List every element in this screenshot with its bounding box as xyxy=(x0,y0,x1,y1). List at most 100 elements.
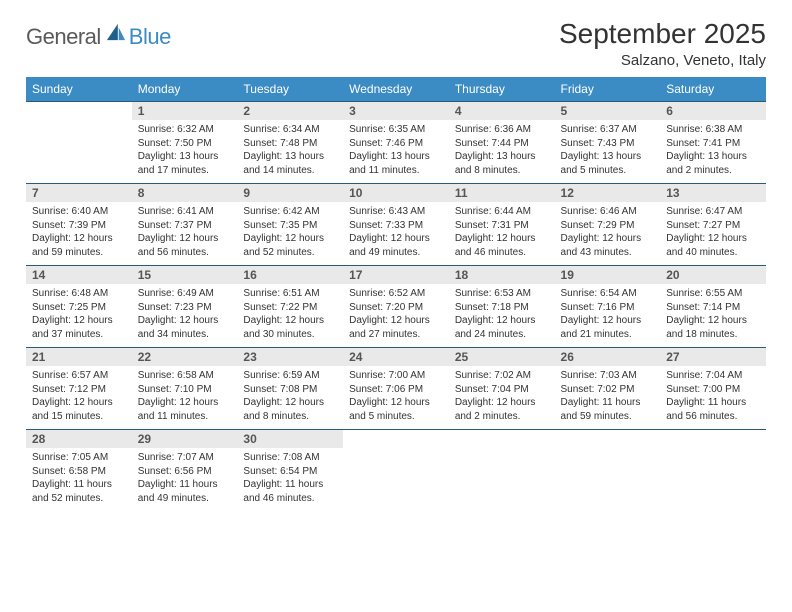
day-detail-line: Sunrise: 7:04 AM xyxy=(666,369,760,383)
day-detail-cell: Sunrise: 6:47 AMSunset: 7:27 PMDaylight:… xyxy=(660,202,766,266)
day-detail-line: Sunset: 7:48 PM xyxy=(243,137,337,151)
day-number-cell: 19 xyxy=(555,266,661,285)
logo-text-blue: Blue xyxy=(129,24,171,50)
day-detail-line: Sunset: 7:44 PM xyxy=(455,137,549,151)
day-detail-cell: Sunrise: 6:57 AMSunset: 7:12 PMDaylight:… xyxy=(26,366,132,430)
day-detail-cell: Sunrise: 7:08 AMSunset: 6:54 PMDaylight:… xyxy=(237,448,343,511)
weekday-header: Tuesday xyxy=(237,77,343,102)
day-detail-line: Sunset: 7:41 PM xyxy=(666,137,760,151)
day-detail-line: Sunrise: 6:54 AM xyxy=(561,287,655,301)
weekday-header: Wednesday xyxy=(343,77,449,102)
day-detail-cell: Sunrise: 6:59 AMSunset: 7:08 PMDaylight:… xyxy=(237,366,343,430)
calendar-table: SundayMondayTuesdayWednesdayThursdayFrid… xyxy=(26,77,766,511)
day-number-cell: 25 xyxy=(449,348,555,367)
day-detail-line: Daylight: 11 hours xyxy=(138,478,232,492)
day-detail-line: Sunset: 7:18 PM xyxy=(455,301,549,315)
day-detail-line: and 30 minutes. xyxy=(243,328,337,342)
day-detail-line: Sunset: 7:10 PM xyxy=(138,383,232,397)
day-detail-line: Daylight: 12 hours xyxy=(666,314,760,328)
day-detail-line: Sunset: 7:04 PM xyxy=(455,383,549,397)
day-detail-cell: Sunrise: 6:38 AMSunset: 7:41 PMDaylight:… xyxy=(660,120,766,184)
day-detail-cell: Sunrise: 7:00 AMSunset: 7:06 PMDaylight:… xyxy=(343,366,449,430)
day-detail-line: and 2 minutes. xyxy=(455,410,549,424)
day-detail-line: and 21 minutes. xyxy=(561,328,655,342)
day-detail-line: Daylight: 13 hours xyxy=(561,150,655,164)
day-number-cell: 27 xyxy=(660,348,766,367)
day-detail-cell xyxy=(343,448,449,511)
day-number-cell: 14 xyxy=(26,266,132,285)
day-detail-cell: Sunrise: 7:05 AMSunset: 6:58 PMDaylight:… xyxy=(26,448,132,511)
day-detail-line: Daylight: 12 hours xyxy=(561,232,655,246)
day-detail-row: Sunrise: 6:48 AMSunset: 7:25 PMDaylight:… xyxy=(26,284,766,348)
day-detail-line: and 43 minutes. xyxy=(561,246,655,260)
day-detail-line: Sunrise: 6:37 AM xyxy=(561,123,655,137)
day-detail-line: and 5 minutes. xyxy=(561,164,655,178)
day-detail-cell: Sunrise: 6:48 AMSunset: 7:25 PMDaylight:… xyxy=(26,284,132,348)
day-detail-cell xyxy=(449,448,555,511)
day-detail-line: Sunrise: 6:47 AM xyxy=(666,205,760,219)
day-detail-line: Daylight: 11 hours xyxy=(666,396,760,410)
day-detail-cell: Sunrise: 6:46 AMSunset: 7:29 PMDaylight:… xyxy=(555,202,661,266)
day-number-cell: 24 xyxy=(343,348,449,367)
day-detail-line: Sunrise: 6:58 AM xyxy=(138,369,232,383)
day-detail-cell: Sunrise: 6:37 AMSunset: 7:43 PMDaylight:… xyxy=(555,120,661,184)
day-number-row: 78910111213 xyxy=(26,184,766,203)
day-detail-line: and 49 minutes. xyxy=(349,246,443,260)
title-block: September 2025 Salzano, Veneto, Italy xyxy=(559,18,766,69)
day-number-cell: 11 xyxy=(449,184,555,203)
day-detail-line: Sunset: 7:12 PM xyxy=(32,383,126,397)
day-detail-cell: Sunrise: 6:51 AMSunset: 7:22 PMDaylight:… xyxy=(237,284,343,348)
day-detail-line: Sunrise: 6:36 AM xyxy=(455,123,549,137)
day-detail-line: Daylight: 12 hours xyxy=(349,314,443,328)
day-detail-line: and 56 minutes. xyxy=(138,246,232,260)
day-detail-line: Sunset: 7:31 PM xyxy=(455,219,549,233)
day-detail-line: Sunrise: 7:08 AM xyxy=(243,451,337,465)
day-detail-line: and 14 minutes. xyxy=(243,164,337,178)
day-detail-cell: Sunrise: 6:36 AMSunset: 7:44 PMDaylight:… xyxy=(449,120,555,184)
day-detail-line: Sunrise: 7:05 AM xyxy=(32,451,126,465)
day-number-cell: 4 xyxy=(449,102,555,121)
day-detail-line: Daylight: 12 hours xyxy=(138,314,232,328)
day-number-cell: 23 xyxy=(237,348,343,367)
day-detail-cell: Sunrise: 6:53 AMSunset: 7:18 PMDaylight:… xyxy=(449,284,555,348)
day-number-cell: 26 xyxy=(555,348,661,367)
logo-text-general: General xyxy=(26,24,101,50)
day-detail-line: Sunrise: 6:41 AM xyxy=(138,205,232,219)
day-detail-line: Sunrise: 6:40 AM xyxy=(32,205,126,219)
day-number-row: 123456 xyxy=(26,102,766,121)
day-detail-line: Sunrise: 7:07 AM xyxy=(138,451,232,465)
day-detail-cell: Sunrise: 6:54 AMSunset: 7:16 PMDaylight:… xyxy=(555,284,661,348)
day-detail-line: and 40 minutes. xyxy=(666,246,760,260)
day-detail-line: Sunset: 7:25 PM xyxy=(32,301,126,315)
day-detail-line: Sunset: 7:16 PM xyxy=(561,301,655,315)
month-title: September 2025 xyxy=(559,18,766,50)
day-detail-line: Sunset: 7:50 PM xyxy=(138,137,232,151)
day-detail-line: and 46 minutes. xyxy=(455,246,549,260)
day-number-cell xyxy=(343,430,449,449)
day-detail-line: Sunrise: 6:35 AM xyxy=(349,123,443,137)
day-detail-line: Sunrise: 6:52 AM xyxy=(349,287,443,301)
day-number-cell: 13 xyxy=(660,184,766,203)
day-detail-line: Daylight: 12 hours xyxy=(32,314,126,328)
day-detail-line: Sunrise: 6:49 AM xyxy=(138,287,232,301)
day-number-cell: 15 xyxy=(132,266,238,285)
day-detail-line: and 34 minutes. xyxy=(138,328,232,342)
day-number-cell xyxy=(555,430,661,449)
day-number-cell: 12 xyxy=(555,184,661,203)
logo: General Blue xyxy=(26,24,171,50)
day-number-cell: 2 xyxy=(237,102,343,121)
day-detail-line: Daylight: 11 hours xyxy=(32,478,126,492)
day-number-cell: 28 xyxy=(26,430,132,449)
day-detail-line: Daylight: 12 hours xyxy=(243,314,337,328)
day-detail-line: and 17 minutes. xyxy=(138,164,232,178)
day-detail-line: Daylight: 12 hours xyxy=(138,396,232,410)
day-detail-line: and 8 minutes. xyxy=(455,164,549,178)
day-detail-line: and 56 minutes. xyxy=(666,410,760,424)
day-detail-line: Sunrise: 7:03 AM xyxy=(561,369,655,383)
day-detail-line: Sunset: 7:22 PM xyxy=(243,301,337,315)
day-number-cell xyxy=(660,430,766,449)
day-detail-line: Sunset: 7:37 PM xyxy=(138,219,232,233)
day-detail-line: and 46 minutes. xyxy=(243,492,337,506)
day-detail-line: Daylight: 11 hours xyxy=(243,478,337,492)
day-detail-line: Sunset: 7:20 PM xyxy=(349,301,443,315)
